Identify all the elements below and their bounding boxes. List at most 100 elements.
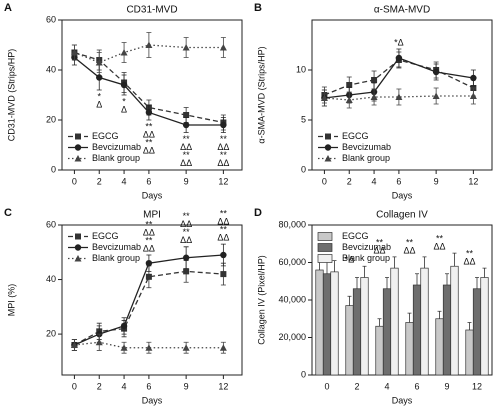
y-axis-label: Collagen IV (Pixel/HP) xyxy=(256,255,266,345)
x-tick-label: 2 xyxy=(97,176,102,186)
marker xyxy=(219,344,227,351)
y-tick-label: 5 xyxy=(301,114,306,124)
significance-label: ** xyxy=(145,137,153,147)
error-bar xyxy=(437,310,442,319)
significance-label: ΔΔ xyxy=(217,216,229,226)
y-tick-label: 80,000 xyxy=(278,219,306,229)
marker xyxy=(120,81,128,89)
y-tick-label: 10 xyxy=(296,64,306,74)
significance-label: ΔΔ xyxy=(143,129,155,139)
y-tick-label: 0 xyxy=(301,369,306,379)
x-tick-label: 12 xyxy=(468,176,478,186)
marker xyxy=(70,341,78,348)
x-tick-label: 9 xyxy=(184,381,189,391)
y-tick-label: 60 xyxy=(46,219,56,229)
marker xyxy=(120,49,128,56)
significance-label: ΔΔ xyxy=(180,235,192,245)
legend-label: EGCG xyxy=(92,231,119,241)
chart-title: α-SMA-MVD xyxy=(374,5,430,16)
x-tick-label: 0 xyxy=(72,381,77,391)
marker xyxy=(182,344,190,351)
significance-label: ** xyxy=(220,150,228,160)
y-axis-label: MPI (%) xyxy=(6,284,16,317)
bar xyxy=(375,325,384,376)
x-tick-label: 4 xyxy=(122,381,127,391)
marker xyxy=(320,94,328,101)
legend-label: Bevcizumab xyxy=(342,142,391,152)
significance-label: ** xyxy=(183,227,191,237)
x-tick-label: 0 xyxy=(324,381,329,391)
marker xyxy=(95,59,103,66)
significance-label: ** xyxy=(376,237,384,247)
x-axis-label: Days xyxy=(142,190,163,200)
marker xyxy=(432,68,440,76)
significance-label: * xyxy=(97,91,101,101)
y-tick-label: 20,000 xyxy=(278,332,306,342)
legend-label: EGCG xyxy=(342,231,369,241)
marker xyxy=(469,92,477,99)
y-tick-label: 40,000 xyxy=(278,294,306,304)
marker xyxy=(432,92,440,99)
chart-title: Collagen IV xyxy=(376,210,428,221)
significance-label: ΔΔ xyxy=(180,158,192,168)
error-bar xyxy=(385,277,389,289)
marker xyxy=(75,133,81,140)
marker xyxy=(75,233,81,240)
significance-label: ** xyxy=(183,211,191,221)
plot-frame xyxy=(311,224,493,376)
marker xyxy=(183,268,190,275)
marker xyxy=(145,273,152,280)
marker xyxy=(74,244,82,251)
error-bar xyxy=(415,273,419,285)
panel-label: D xyxy=(254,207,262,219)
series-line xyxy=(324,57,474,99)
x-tick-label: 4 xyxy=(372,176,377,186)
series-line xyxy=(324,95,474,101)
x-tick-label: 9 xyxy=(444,381,449,391)
marker xyxy=(74,255,82,262)
legend-label: Blank group xyxy=(342,253,390,263)
significance-label: ΔΔ xyxy=(463,257,475,267)
legend-label: Blank group xyxy=(92,153,140,163)
marker xyxy=(182,44,190,51)
legend-label: Bevcizumab xyxy=(92,242,141,252)
bar xyxy=(412,284,422,376)
x-tick-label: 6 xyxy=(146,381,151,391)
panel-label: A xyxy=(4,2,12,14)
series-line xyxy=(74,341,224,349)
marker xyxy=(324,144,332,151)
y-tick-label: 60 xyxy=(46,14,56,24)
plot-frame xyxy=(61,19,243,171)
y-tick-label: 40 xyxy=(46,274,56,284)
panel-label: C xyxy=(4,207,12,219)
significance-label: ΔΔ xyxy=(180,142,192,152)
x-tick-label: 2 xyxy=(354,381,359,391)
marker xyxy=(346,82,353,88)
marker xyxy=(145,344,153,351)
bar xyxy=(405,322,414,376)
significance-label: Δ xyxy=(96,99,102,109)
plot-frame xyxy=(61,224,243,376)
y-tick-label: 60,000 xyxy=(278,257,306,267)
significance-label: ** xyxy=(466,249,474,259)
significance-label: ** xyxy=(406,237,414,247)
x-tick-label: 12 xyxy=(218,176,228,186)
bar xyxy=(450,265,459,376)
x-axis-label: Days xyxy=(392,395,413,405)
error-bar xyxy=(467,322,472,330)
marker xyxy=(70,49,78,56)
marker xyxy=(371,77,378,83)
bar xyxy=(330,271,339,376)
significance-label: ** xyxy=(220,134,228,144)
marker xyxy=(120,344,128,351)
significance-label: ΔΔ xyxy=(433,242,445,252)
legend-label: Blank group xyxy=(92,253,140,263)
bar xyxy=(390,267,399,376)
significance-label: ** xyxy=(220,224,228,234)
significance-label: ** xyxy=(145,219,153,229)
marker xyxy=(220,251,227,259)
panel-label: B xyxy=(254,2,262,14)
error-bar xyxy=(475,277,479,289)
x-tick-label: 9 xyxy=(434,176,439,186)
marker xyxy=(395,93,403,100)
